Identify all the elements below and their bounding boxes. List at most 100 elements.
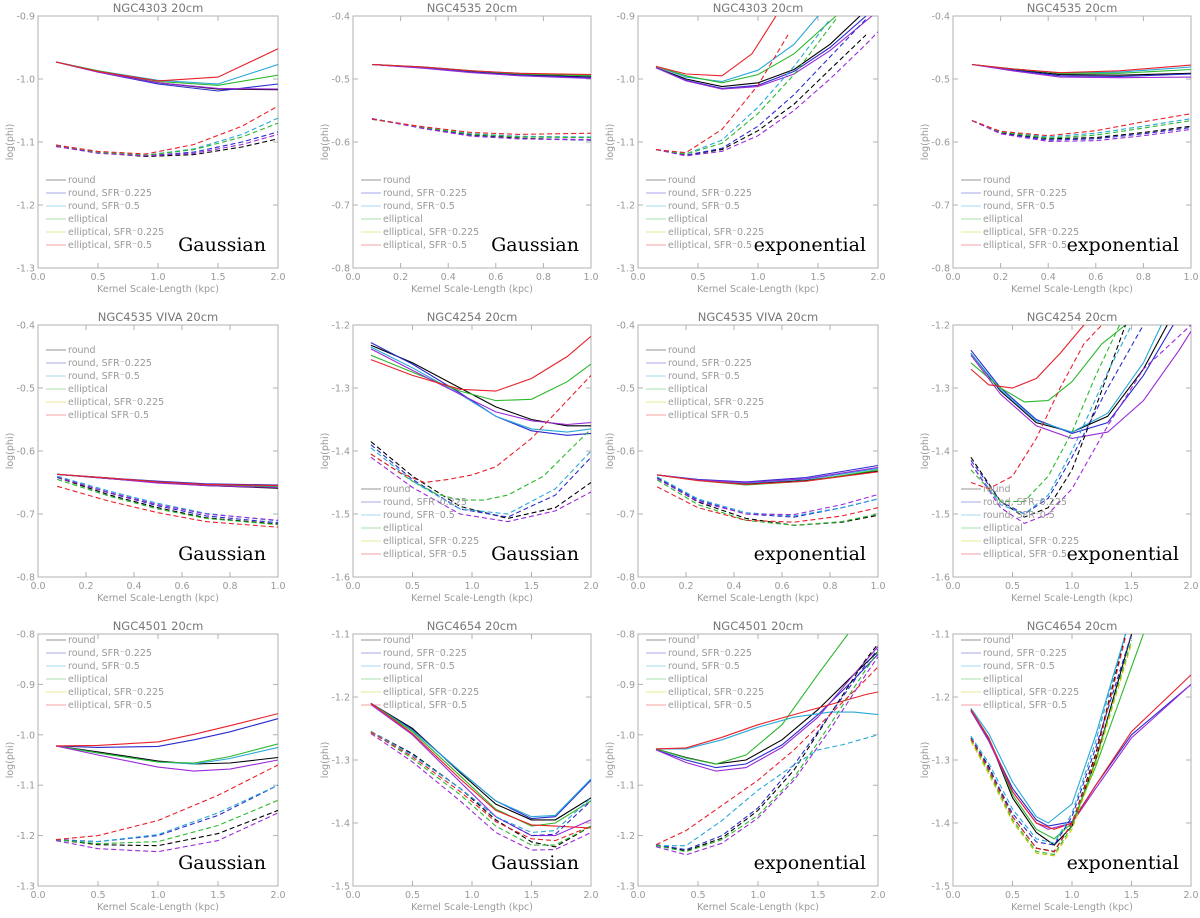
x-tick-label: 0.8 [222,581,237,592]
y-tick-label: -1.1 [616,138,635,149]
legend-entry: elliptical, SFR⁻0.225 [68,227,164,238]
series-line [370,344,591,427]
legend-entry: elliptical, SFR⁻0.5 [668,700,752,711]
legend-entry: round, SFR⁻0.225 [983,188,1067,199]
x-tick-label: 0.6 [488,272,503,283]
dashed-series-line [970,325,1132,515]
x-tick-label: 1.0 [150,272,165,283]
dashed-series-line [55,122,278,156]
x-tick-label: 2.0 [870,890,885,901]
chart-panel: NGC4535 VIVA 20cm 0.0 0.2 0.4 0.6 0.8 1.0 -0.8 -… [5,310,286,604]
chart-panel: NGC4501 20cm 0.0 0.5 1.0 1.5 2.0 -1.3 -1.2 -1.1 -… [605,619,886,913]
y-tick-label: -1.3 [16,882,35,893]
y-tick-label: -1.0 [616,730,635,741]
y-tick-label: -0.8 [616,573,635,584]
chart-title: NGC4535 20cm [427,1,518,15]
x-tick-label: 2.0 [583,581,598,592]
x-tick-label: 0.0 [30,581,45,592]
series-group [970,325,1191,525]
dashed-series-line [57,485,278,528]
legend-entry: round [68,175,96,186]
series-line [970,325,1174,434]
legend-entry: round, SFR⁻0.225 [668,648,752,659]
legend-entry: elliptical, SFR⁻0.5 [383,700,467,711]
legend-entry: elliptical, SFR⁻0.225 [68,687,164,698]
series-line [655,16,861,88]
legend-entry: elliptical, SFR⁻0.5 [983,240,1067,251]
dashed-series-line [971,120,1191,139]
legend-entry: elliptical, SFR⁻0.5 [68,240,152,251]
legend-entry: round [668,345,696,356]
x-tick-label: 1.5 [210,890,225,901]
x-axis-label: Kernel Scale-Length (kpc) [697,902,819,913]
y-tick-label: -1.3 [331,384,350,395]
series-line [970,634,1127,824]
x-tick-label: 1.0 [1064,890,1079,901]
dashed-series-line [57,476,278,525]
series-group [370,335,591,523]
y-tick-label: -0.8 [16,573,35,584]
legend-entry: elliptical, SFR⁻0.225 [983,536,1079,547]
chart-title: NGC4654 20cm [427,619,518,633]
legend-entry: elliptical [68,214,108,225]
dashed-series-line [970,640,1133,856]
x-tick-label: 2.0 [1183,890,1198,901]
y-axis-label: log(phi) [920,742,931,779]
dashed-series-line [370,428,591,501]
series-line [970,683,1191,830]
dashed-series-line [970,643,1133,857]
x-tick-label: 2.0 [270,890,285,901]
legend-entry: round [383,484,411,495]
x-axis-label: Kernel Scale-Length (kpc) [411,284,533,295]
dashed-series-line [655,18,867,156]
x-tick-label: 1.0 [583,272,598,283]
y-tick-label: -0.6 [616,447,635,458]
series-line [55,48,278,82]
legend-entry: round [68,345,96,356]
legend-entry: round [983,484,1011,495]
chart-title: NGC4654 20cm [1027,619,1118,633]
series-group [655,16,878,157]
y-tick-label: -0.7 [931,201,950,212]
dashed-series-line [970,634,1127,844]
series-line [655,653,878,769]
series-line [655,634,849,765]
legend-entry: elliptical, SFR⁻0.5 [383,549,467,560]
y-tick-label: -0.4 [331,12,350,23]
chart-panel: NGC4501 20cm 0.0 0.5 1.0 1.5 2.0 -1.3 -1.2 -1.1 -… [5,619,286,913]
x-tick-label: 0.4 [441,272,456,283]
dashed-series-line [970,325,1191,525]
y-tick-label: -1.0 [16,730,35,741]
series-line [970,331,1191,439]
y-tick-label: -1.1 [616,781,635,792]
dashed-series-line [971,113,1191,137]
legend-entry: round, SFR⁻0.225 [983,648,1067,659]
legend-entry: round, SFR⁻0.5 [68,201,140,212]
dashed-series-line [655,34,867,156]
dashed-series-line [55,138,278,158]
legend-entry: elliptical, SFR⁻0.225 [68,397,164,408]
x-tick-label: 0.6 [774,581,789,592]
legend-entry: round, SFR⁻0.225 [68,358,152,369]
y-tick-label: -1.4 [931,819,950,830]
x-tick-label: 2.0 [870,272,885,283]
chart-panel: NGC4254 20cm 0.0 0.5 1.0 1.5 2.0 -1.6 -1.5 -1.4 -… [920,310,1199,604]
legend-entry: elliptical [668,384,708,395]
legend-entry: elliptical [383,523,423,534]
x-tick-label: 1.0 [270,581,285,592]
y-tick-label: -0.5 [616,384,635,395]
x-tick-label: 0.0 [345,581,360,592]
dashed-series-line [971,120,1191,141]
y-tick-label: -0.9 [616,680,635,691]
dashed-series-line [55,133,278,157]
x-tick-label: 1.5 [1124,581,1139,592]
legend-entry: round [983,175,1011,186]
x-tick-label: 0.5 [1005,581,1020,592]
legend-entry: elliptical, SFR⁻0.5 [983,549,1067,560]
series-line [657,471,878,485]
x-tick-label: 0.8 [822,581,837,592]
dashed-series-line [656,477,878,526]
y-tick-label: -0.8 [616,630,635,641]
dashed-series-line [57,478,278,526]
series-line [370,702,591,818]
